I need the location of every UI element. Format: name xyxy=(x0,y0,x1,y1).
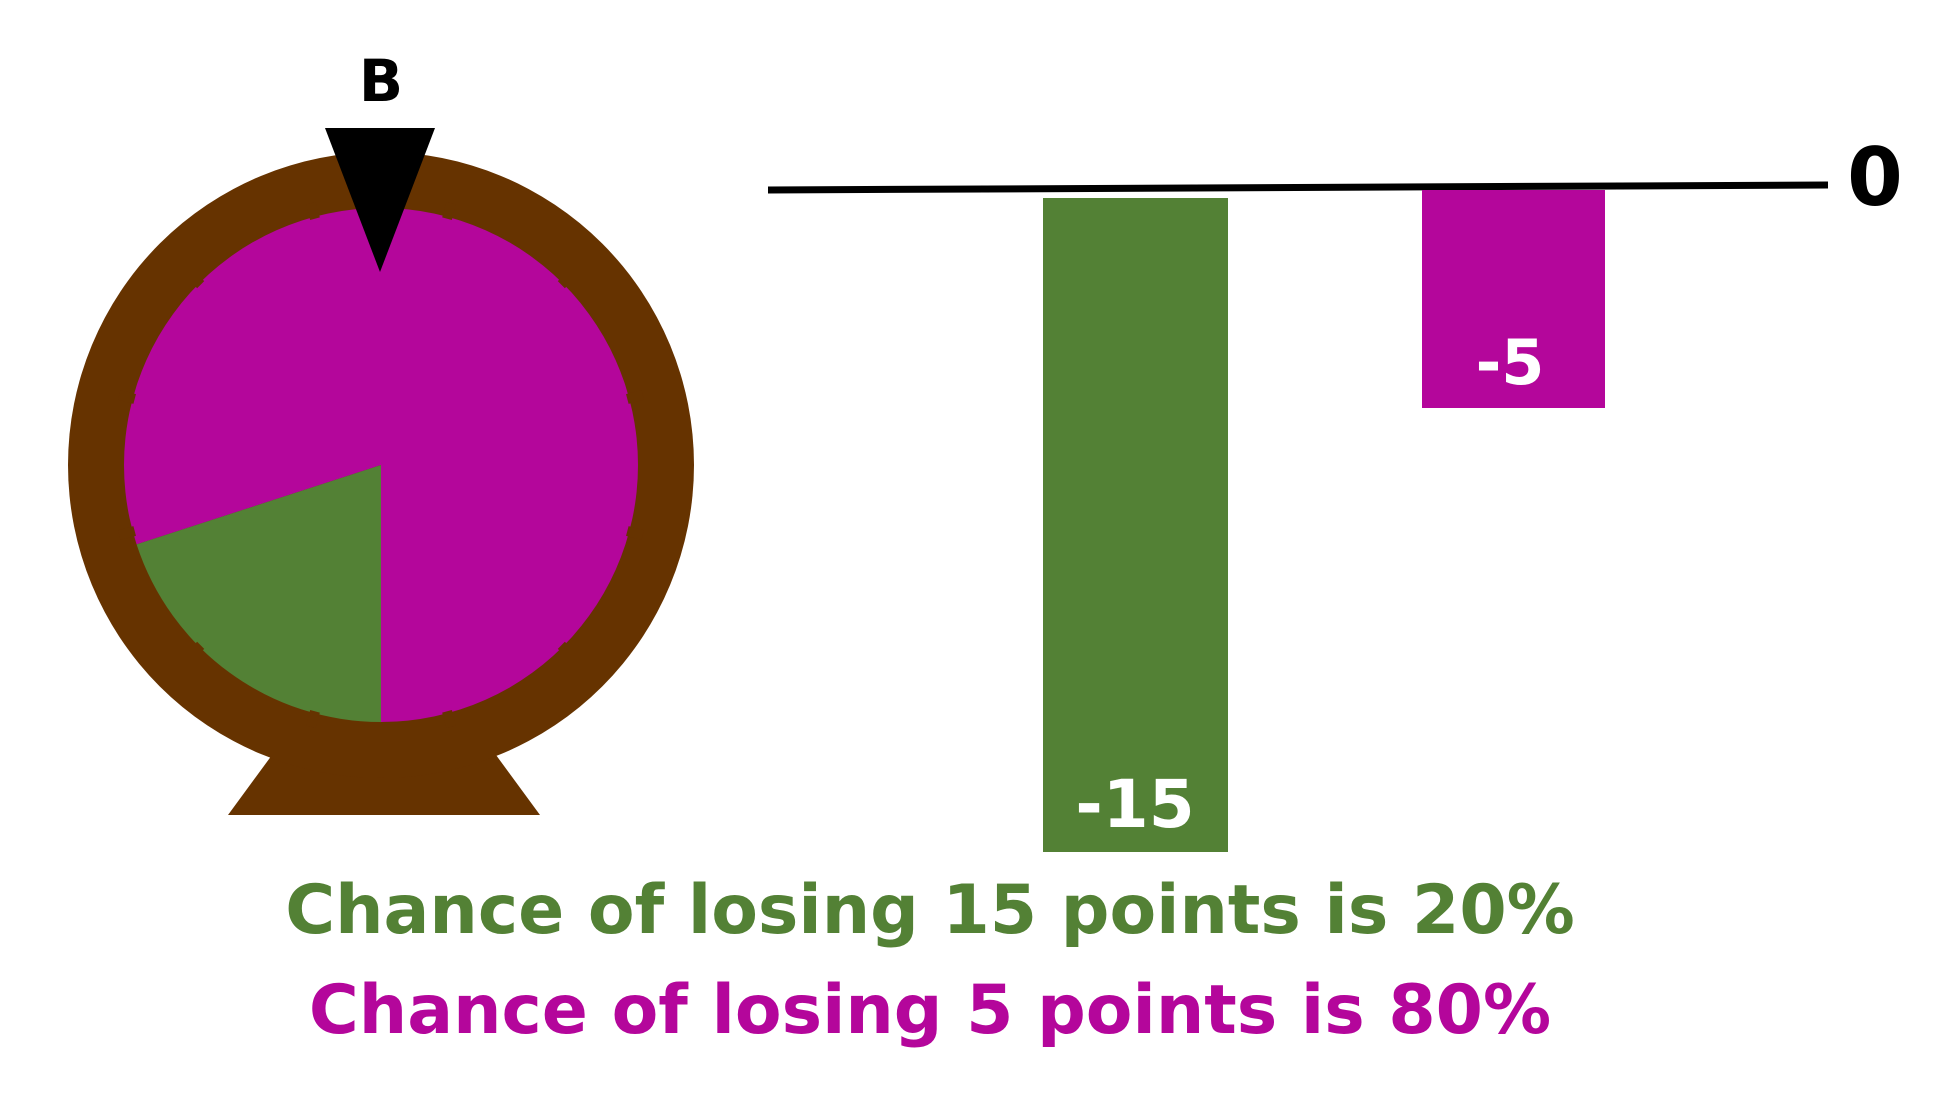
caption-lose-5: Chance of losing 5 points is 80% xyxy=(308,971,1552,1050)
rim-notch xyxy=(442,710,456,729)
rim-notch xyxy=(626,390,645,404)
rim-notch xyxy=(185,641,205,661)
pointer-icon xyxy=(325,128,435,272)
rim-notch xyxy=(442,201,456,220)
bar-lose-15 xyxy=(1043,198,1228,852)
spinner-wheel: B xyxy=(68,47,694,815)
rim-notch xyxy=(306,201,320,220)
rim-notch xyxy=(117,390,136,404)
wheel-label: B xyxy=(359,47,403,115)
wheel-segment-lose-15 xyxy=(136,465,381,722)
rim-notch xyxy=(185,269,205,289)
rim-notch xyxy=(557,641,577,661)
rim-notch xyxy=(306,710,320,729)
zero-baseline xyxy=(767,181,1829,194)
bar-value-label-lose-5: -5 xyxy=(1476,326,1545,399)
rim-notch xyxy=(626,526,645,540)
zero-label: 0 xyxy=(1847,131,1903,224)
bar-lose-5 xyxy=(1422,190,1605,408)
rim-notch xyxy=(557,269,577,289)
rim-notch xyxy=(117,526,136,540)
bar-value-label-lose-15: -15 xyxy=(1075,766,1194,843)
caption-lose-15: Chance of losing 15 points is 20% xyxy=(285,871,1575,950)
wheel-notches xyxy=(117,201,645,729)
wheel-stand xyxy=(228,755,540,815)
bar-chart: 0 -15 -5 xyxy=(767,131,1903,852)
